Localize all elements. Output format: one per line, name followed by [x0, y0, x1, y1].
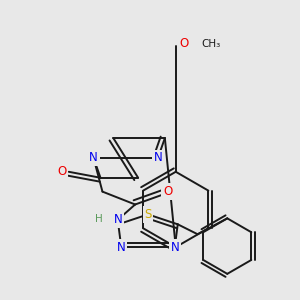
- Text: CH₃: CH₃: [202, 39, 221, 49]
- Text: S: S: [144, 208, 152, 221]
- Text: O: O: [179, 38, 188, 50]
- Text: N: N: [117, 241, 126, 254]
- Text: H: H: [94, 214, 102, 224]
- Text: N: N: [154, 152, 162, 164]
- Text: N: N: [89, 152, 98, 164]
- Text: O: O: [57, 165, 66, 178]
- Text: O: O: [163, 185, 172, 198]
- Text: N: N: [114, 213, 123, 226]
- Text: N: N: [170, 241, 179, 254]
